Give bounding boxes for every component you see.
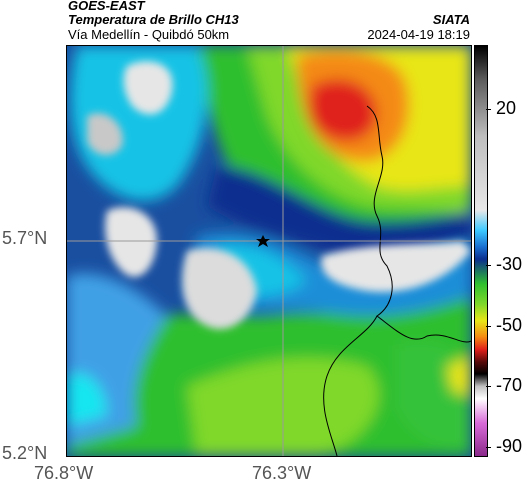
colorbar-label-20: 20 xyxy=(496,98,517,118)
colorbar-tick xyxy=(486,326,491,327)
temperature-colorbar xyxy=(474,45,488,457)
map-canvas xyxy=(67,46,471,456)
brightness-temperature-map[interactable] xyxy=(66,45,472,457)
brand-label: SIATA xyxy=(432,12,470,27)
datetime-label: 2024-04-19 18:19 xyxy=(367,27,470,42)
star-icon[interactable] xyxy=(256,235,270,247)
boundary-line-south xyxy=(323,315,378,456)
colorbar-label-minus-90: -90 xyxy=(496,436,523,456)
colorbar-tick xyxy=(486,109,491,110)
lon-label-76-3: 76.3°W xyxy=(252,463,312,483)
colorbar-label-minus-30: -30 xyxy=(496,254,523,274)
colorbar-tick xyxy=(486,265,491,266)
colorbar-tick xyxy=(486,447,491,448)
lat-label-5-7: 5.7°N xyxy=(2,228,48,248)
boundary-line xyxy=(366,105,471,343)
colorbar-tick xyxy=(486,386,491,387)
lat-label-5-2: 5.2°N xyxy=(2,443,48,463)
product-title: Temperatura de Brillo CH13 xyxy=(68,12,239,27)
region-label: Vía Medellín - Quibdó 50km xyxy=(68,27,230,42)
colorbar-label-minus-70: -70 xyxy=(496,375,523,395)
lon-label-76-8: 76.8°W xyxy=(34,463,94,483)
satellite-name: GOES-EAST xyxy=(68,0,145,13)
colorbar-label-minus-50: -50 xyxy=(496,315,523,335)
